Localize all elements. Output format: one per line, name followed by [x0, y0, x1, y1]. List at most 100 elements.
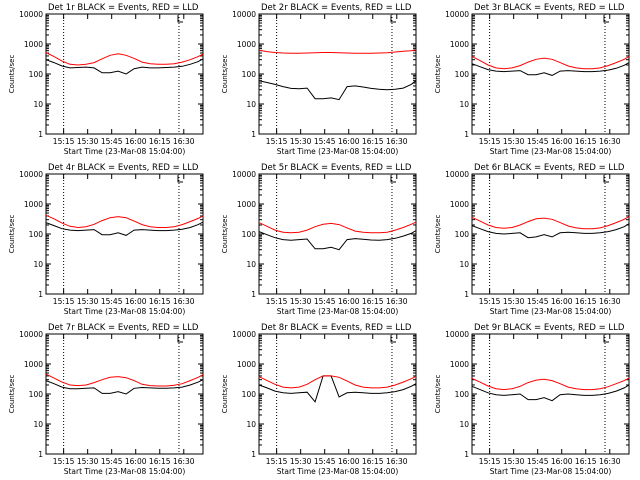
x-tick-label: 16:15: [149, 297, 171, 306]
x-tick-label: 15:30: [290, 297, 312, 306]
x-tick-label: 16:00: [125, 297, 147, 306]
corner-marker: [603, 335, 609, 343]
x-tick-label: 16:30: [173, 137, 195, 146]
y-tick-label: 10: [459, 260, 469, 269]
x-tick-label: 15:30: [77, 137, 99, 146]
y-tick-label: 100: [455, 70, 470, 79]
y-tick-label: 10000: [19, 10, 43, 19]
y-tick-label: 10000: [232, 10, 256, 19]
x-tick-label: 15:30: [503, 137, 525, 146]
lld-series-line: [471, 56, 630, 70]
panel-title: Det 7r BLACK = Events, RED = LLD: [48, 323, 199, 333]
lld-series-line: [471, 377, 630, 391]
x-axis-label: Start Time (23-Mar-08 15:04:00): [490, 467, 612, 476]
y-tick-label: 1: [251, 290, 256, 299]
y-tick-label: 10000: [445, 10, 469, 19]
corner-marker: [177, 15, 183, 23]
lld-series-line: [258, 221, 417, 234]
x-tick-label: 15:30: [290, 457, 312, 466]
x-tick-label: 15:45: [314, 137, 336, 146]
x-tick-label: 16:30: [173, 297, 195, 306]
x-tick-label: 15:45: [314, 457, 336, 466]
x-tick-label: 16:30: [173, 457, 195, 466]
x-tick-label: 16:00: [125, 137, 147, 146]
y-axis-label: Counts/sec: [434, 55, 442, 94]
corner-marker: [390, 175, 396, 183]
y-tick-label: 10: [33, 260, 43, 269]
y-tick-label: 10000: [19, 330, 43, 339]
x-tick-label: 15:45: [527, 297, 549, 306]
y-tick-label: 1: [38, 290, 43, 299]
events-series-line: [45, 58, 204, 75]
x-tick-label: 15:30: [290, 137, 312, 146]
x-tick-label: 15:45: [527, 457, 549, 466]
x-tick-label: 15:15: [266, 137, 288, 146]
y-tick-label: 10: [33, 420, 43, 429]
x-tick-label: 15:45: [527, 137, 549, 146]
panel-det-4: Det 4r BLACK = Events, RED = LLD 1 10 100 10…: [8, 163, 204, 316]
x-tick-label: 16:00: [338, 457, 360, 466]
lld-series-line: [258, 375, 417, 389]
y-tick-label: 10000: [232, 330, 256, 339]
x-axis-label: Start Time (23-Mar-08 15:04:00): [277, 307, 399, 316]
events-series-line: [471, 62, 630, 76]
x-tick-label: 15:45: [101, 137, 123, 146]
y-tick-label: 1000: [237, 40, 256, 49]
x-tick-label: 15:15: [479, 297, 501, 306]
x-tick-label: 15:15: [53, 297, 75, 306]
y-tick-label: 1: [251, 450, 256, 459]
lld-series-line: [258, 49, 417, 54]
x-tick-label: 16:00: [338, 297, 360, 306]
x-axis-label: Start Time (23-Mar-08 15:04:00): [64, 467, 186, 476]
x-tick-label: 15:30: [503, 297, 525, 306]
panel-det-3: Det 3r BLACK = Events, RED = LLD 1 10 100 10…: [434, 3, 630, 156]
panel-det-1: Det 1r BLACK = Events, RED = LLD 1 10 100 10…: [8, 3, 204, 156]
y-tick-label: 1000: [24, 40, 43, 49]
events-series-line: [258, 375, 417, 403]
x-tick-label: 15:15: [266, 297, 288, 306]
y-axis-label: Counts/sec: [8, 55, 16, 94]
y-tick-label: 1000: [24, 360, 43, 369]
y-axis-label: Counts/sec: [221, 215, 229, 254]
x-axis-label: Start Time (23-Mar-08 15:04:00): [64, 307, 186, 316]
y-axis-label: Counts/sec: [8, 375, 16, 414]
x-tick-label: 16:15: [575, 457, 597, 466]
y-tick-label: 10: [33, 100, 43, 109]
x-tick-label: 16:00: [125, 457, 147, 466]
x-tick-label: 15:15: [479, 137, 501, 146]
x-tick-label: 16:00: [551, 297, 573, 306]
panel-title: Det 8r BLACK = Events, RED = LLD: [261, 323, 412, 333]
x-tick-label: 16:30: [599, 137, 621, 146]
y-tick-label: 1000: [237, 200, 256, 209]
y-tick-label: 100: [242, 230, 257, 239]
y-tick-label: 1: [464, 130, 469, 139]
x-tick-label: 16:00: [551, 137, 573, 146]
y-tick-label: 1: [38, 450, 43, 459]
x-tick-label: 15:30: [503, 457, 525, 466]
corner-marker: [390, 15, 396, 23]
y-axis-label: Counts/sec: [221, 55, 229, 94]
y-axis-label: Counts/sec: [434, 215, 442, 254]
y-tick-label: 10: [246, 100, 256, 109]
panel-det-2: Det 2r BLACK = Events, RED = LLD 1 10 100 10…: [221, 3, 417, 156]
y-tick-label: 100: [29, 70, 44, 79]
y-axis-label: Counts/sec: [8, 215, 16, 254]
y-tick-label: 1000: [450, 200, 469, 209]
corner-marker: [177, 175, 183, 183]
x-axis-label: Start Time (23-Mar-08 15:04:00): [277, 467, 399, 476]
y-tick-label: 100: [29, 390, 44, 399]
y-tick-label: 1000: [237, 360, 256, 369]
x-tick-label: 15:45: [314, 297, 336, 306]
y-axis-label: Counts/sec: [221, 375, 229, 414]
corner-marker: [390, 335, 396, 343]
x-tick-label: 16:30: [599, 297, 621, 306]
x-tick-label: 16:00: [551, 457, 573, 466]
y-tick-label: 100: [455, 390, 470, 399]
corner-marker: [177, 335, 183, 343]
y-tick-label: 100: [455, 230, 470, 239]
x-tick-label: 16:15: [149, 457, 171, 466]
panel-title: Det 6r BLACK = Events, RED = LLD: [474, 163, 625, 173]
x-tick-label: 15:15: [53, 457, 75, 466]
x-tick-label: 15:45: [101, 457, 123, 466]
x-axis-label: Start Time (23-Mar-08 15:04:00): [64, 147, 186, 156]
